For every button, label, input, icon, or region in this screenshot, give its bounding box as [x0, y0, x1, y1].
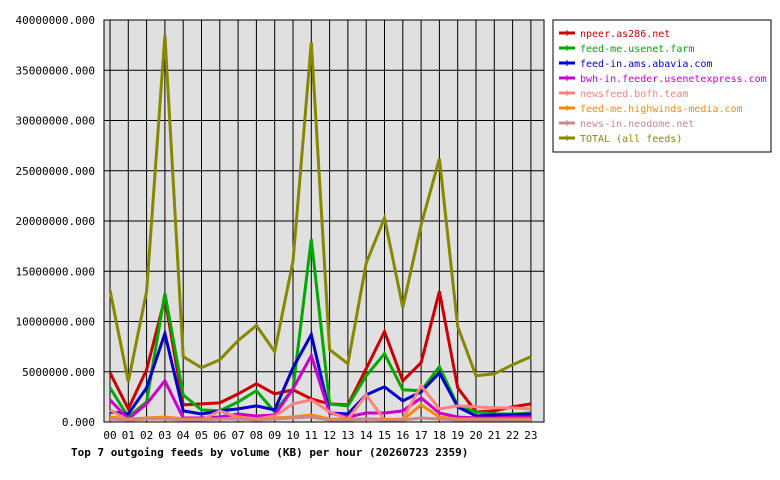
legend-label: feed-in.ams.abavia.com [580, 59, 712, 70]
legend-box [552, 19, 772, 153]
legend-label: newsfeed.bofh.team [580, 89, 688, 100]
x-tick-label: 20 [469, 429, 482, 442]
series-lines [108, 34, 532, 422]
x-tick-label: 15 [378, 429, 391, 442]
legend-label: npeer.as286.net [580, 29, 670, 40]
legend-label: feed-me.highwinds-media.com [580, 104, 743, 115]
x-tick-label: 18 [433, 429, 446, 442]
x-axis-tick-labels: 00 01 02 03 04 05 06 07 08 09 10 11 12 13 14 15 16 17 18 19… [103, 429, 537, 442]
x-tick-label: 17 [414, 429, 427, 442]
chart-title: Top 7 outgoing feeds by volume (KB) per … [71, 446, 468, 459]
x-tick-label: 03 [158, 429, 171, 442]
x-tick-label: 12 [323, 429, 336, 442]
y-tick-label: 30000000.000 [16, 115, 95, 128]
x-tick-label: 04 [177, 429, 191, 442]
x-tick-label: 01 [122, 429, 135, 442]
x-tick-label: 07 [231, 429, 244, 442]
x-tick-label: 16 [396, 429, 409, 442]
x-tick-label: 06 [213, 429, 226, 442]
x-tick-label: 10 [286, 429, 299, 442]
y-tick-label: 5000000.000 [22, 366, 95, 379]
legend: npeer.as286.net feed-me.usenet.farm feed-i… [552, 19, 772, 153]
x-tick-label: 08 [250, 429, 263, 442]
y-tick-label: 35000000.000 [16, 64, 95, 77]
y-tick-label: 40000000.000 [16, 14, 95, 27]
x-tick-label: 05 [195, 429, 208, 442]
y-tick-label: 15000000.000 [16, 265, 95, 278]
y-tick-label: 0.000 [62, 416, 95, 429]
legend-label: bwh-in.feeder.usenetexpress.com [580, 74, 767, 85]
legend-label: feed-me.usenet.farm [580, 44, 694, 55]
series-line-2 [109, 328, 531, 418]
x-tick-label: 09 [268, 429, 281, 442]
x-tick-label: 13 [341, 429, 354, 442]
x-tick-label: 00 [103, 429, 116, 442]
y-axis-tick-labels: 0.000 5000000.000 10000000.000 15000000.000… [16, 14, 95, 429]
x-tick-label: 21 [488, 429, 501, 442]
y-tick-label: 25000000.000 [16, 165, 95, 178]
y-tick-label: 20000000.000 [16, 215, 95, 228]
series-line-3 [108, 351, 531, 422]
y-tick-label: 10000000.000 [16, 316, 95, 329]
x-tick-label: 14 [360, 429, 374, 442]
x-tick-label: 23 [524, 429, 537, 442]
x-tick-label: 02 [140, 429, 153, 442]
x-tick-label: 11 [305, 429, 318, 442]
legend-label: news-in.neodome.net [580, 119, 694, 130]
series-line-0 [108, 291, 532, 414]
x-tick-label: 19 [451, 429, 464, 442]
series-line-6 [109, 415, 531, 422]
legend-label: TOTAL (all feeds) [580, 134, 682, 145]
series-line-7 [108, 34, 532, 383]
x-tick-label: 22 [506, 429, 519, 442]
